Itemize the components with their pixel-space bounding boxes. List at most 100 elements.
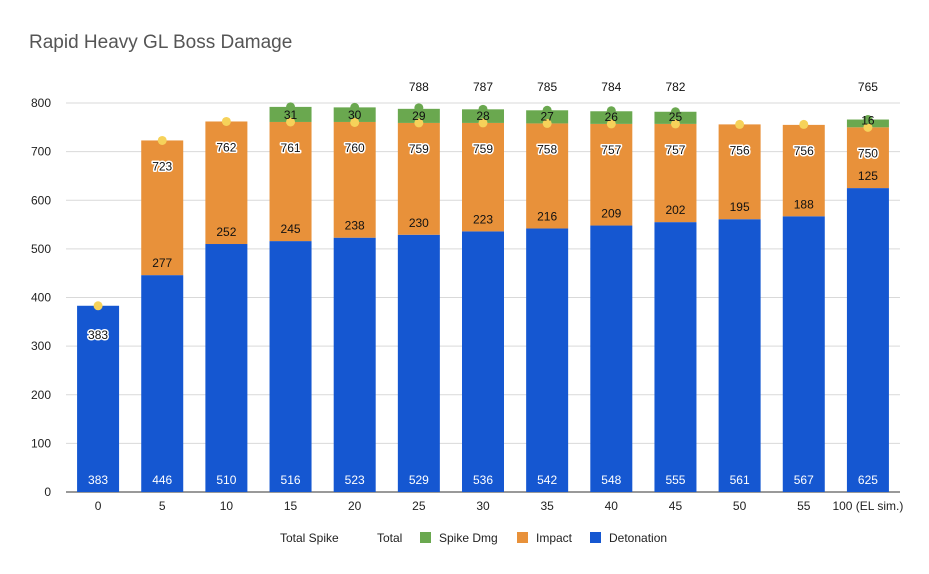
legend-swatch <box>517 532 528 543</box>
y-tick-label: 200 <box>31 388 51 402</box>
label-detonation: 523 <box>345 473 365 487</box>
bar-detonation <box>462 231 504 492</box>
label-total: 761 <box>281 141 301 155</box>
total-marker <box>157 135 167 145</box>
label-detonation: 510 <box>216 473 236 487</box>
y-tick-label: 600 <box>31 193 51 207</box>
total-spike-marker <box>350 102 360 112</box>
bar-detonation <box>782 216 825 492</box>
bar-impact <box>397 122 440 235</box>
label-total: 759 <box>409 142 429 156</box>
label-spike-dmg: 28 <box>476 109 490 123</box>
bar-impact <box>333 121 376 238</box>
x-tick-label: 45 <box>669 499 683 513</box>
label-impact: 195 <box>730 200 750 214</box>
label-spike-dmg: 16 <box>861 113 875 127</box>
label-total-spike: 785 <box>537 80 557 94</box>
label-spike-dmg: 26 <box>605 110 619 124</box>
bar-spike-dmg <box>654 111 697 124</box>
label-total: 723 <box>152 159 172 173</box>
total-marker <box>863 122 873 132</box>
total-spike-marker <box>286 102 296 112</box>
total-marker <box>542 118 552 128</box>
bar-detonation <box>654 222 697 492</box>
bar-detonation <box>77 305 120 492</box>
bar-spike-dmg <box>462 109 504 123</box>
legend-label: Spike Dmg <box>439 531 498 545</box>
y-tick-label: 300 <box>31 339 51 353</box>
label-total: 756 <box>794 144 814 158</box>
total-marker <box>286 117 296 127</box>
total-spike-marker <box>478 104 488 114</box>
legend-swatch <box>590 532 601 543</box>
label-impact: 245 <box>281 222 301 236</box>
label-impact: 216 <box>537 209 557 223</box>
y-tick-label: 700 <box>31 145 51 159</box>
legend-label: Impact <box>536 531 573 545</box>
y-tick-label: 500 <box>31 242 51 256</box>
bar-detonation <box>205 244 248 492</box>
total-marker <box>735 119 745 129</box>
x-tick-label: 30 <box>476 499 490 513</box>
x-tick-label: 100 (EL sim.) <box>832 499 903 513</box>
x-tick-label: 10 <box>220 499 234 513</box>
bar-spike-dmg <box>269 106 312 122</box>
bar-detonation <box>141 275 184 492</box>
label-total: 759 <box>473 142 493 156</box>
bar-detonation <box>846 188 889 492</box>
label-detonation: 548 <box>601 473 621 487</box>
label-impact: 223 <box>473 212 493 226</box>
y-tick-label: 0 <box>44 485 51 499</box>
label-detonation: 536 <box>473 473 493 487</box>
bar-spike-dmg <box>590 111 633 124</box>
bar-detonation <box>397 234 440 492</box>
label-total-spike: 782 <box>665 80 685 94</box>
bar-impact <box>205 121 248 245</box>
total-spike-marker <box>414 103 424 113</box>
total-marker <box>350 117 360 127</box>
total-marker <box>799 119 809 129</box>
label-total-spike: 788 <box>409 80 429 94</box>
label-total: 756 <box>730 143 750 157</box>
legend-label: Detonation <box>609 531 667 545</box>
bars <box>77 106 889 492</box>
legend: Total Spike Total Spike Dmg Impact Detonatio… <box>280 531 667 545</box>
y-tick-label: 100 <box>31 436 51 450</box>
bar-impact <box>846 127 889 189</box>
label-impact: 188 <box>794 197 814 211</box>
total-marker <box>606 119 616 129</box>
total-marker <box>478 118 488 128</box>
label-detonation: 446 <box>152 473 172 487</box>
total-marker <box>221 116 231 126</box>
label-detonation: 561 <box>730 473 750 487</box>
x-tick-label: 50 <box>733 499 747 513</box>
total-spike-marker <box>606 106 616 116</box>
label-total: 758 <box>537 142 557 156</box>
total-marker <box>93 301 103 311</box>
data-labels: 383 446 510 516 523 529 536 542 548 555 561 567 625 2… <box>87 80 880 487</box>
label-detonation: 529 <box>409 473 429 487</box>
label-detonation: 383 <box>88 473 108 487</box>
label-impact: 209 <box>601 207 621 221</box>
bar-detonation <box>526 228 569 492</box>
bar-impact <box>590 123 633 226</box>
label-impact: 238 <box>345 219 365 233</box>
label-spike-dmg: 25 <box>669 110 683 124</box>
label-detonation: 516 <box>281 473 301 487</box>
label-total-spike: 784 <box>601 80 621 94</box>
bar-spike-dmg <box>397 108 440 123</box>
label-spike-dmg: 31 <box>284 108 298 122</box>
total-spike-marker <box>542 105 552 115</box>
total-marker <box>670 119 680 129</box>
bar-detonation <box>333 237 376 492</box>
label-total-spike: 765 <box>858 80 878 94</box>
label-total: 383 <box>88 328 108 342</box>
legend-label: Total Spike <box>280 531 339 545</box>
x-tick-label: 5 <box>159 499 166 513</box>
label-total: 760 <box>345 141 365 155</box>
label-total-spike: 787 <box>473 80 493 94</box>
x-tick-label: 55 <box>797 499 811 513</box>
x-tick-label: 15 <box>284 499 298 513</box>
